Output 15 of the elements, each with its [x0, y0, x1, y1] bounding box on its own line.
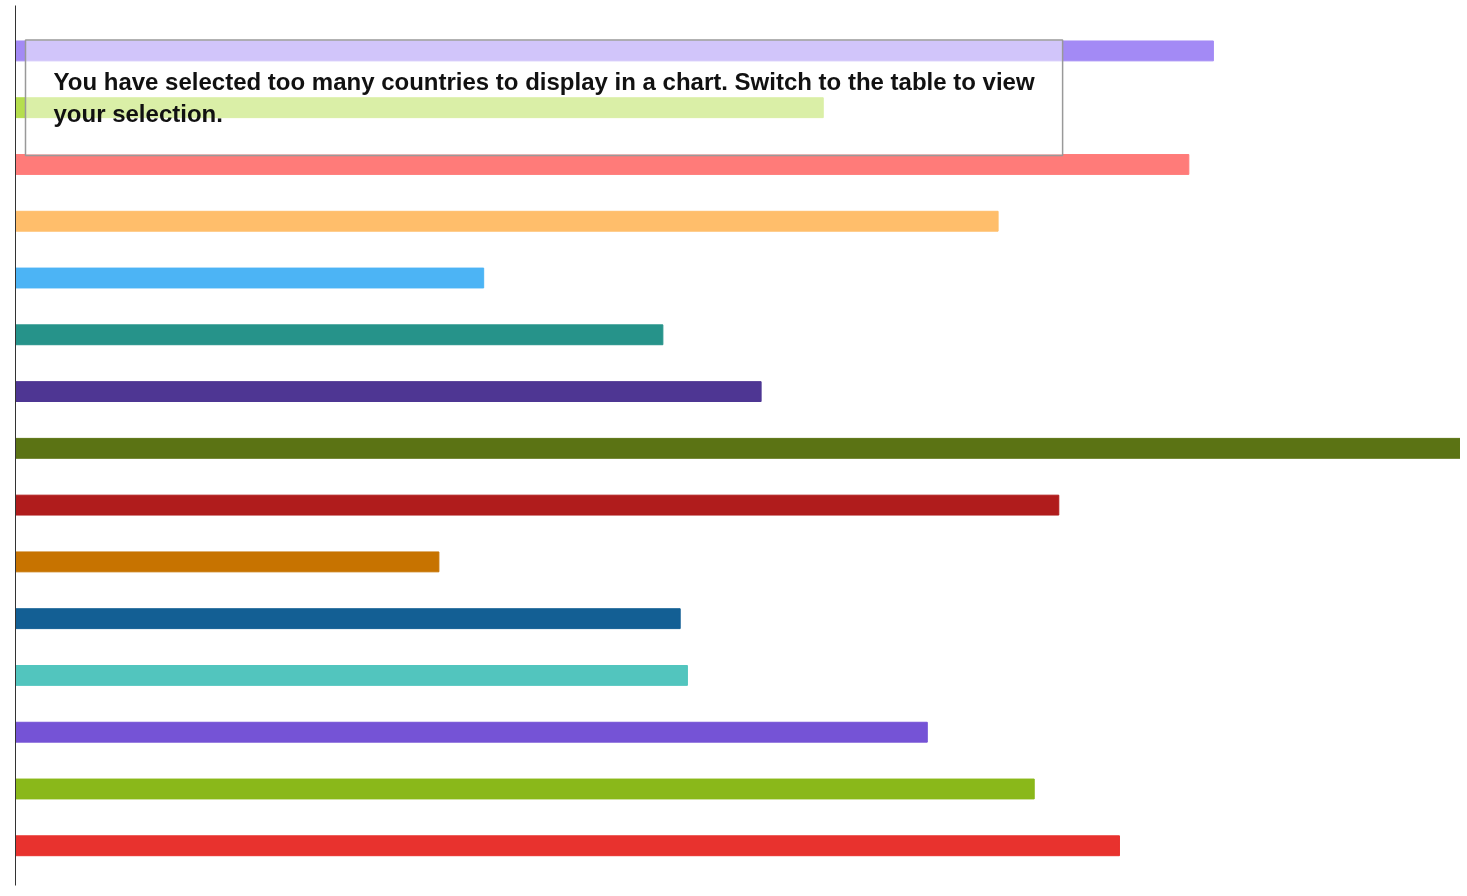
bar: [15, 324, 664, 346]
bar: [15, 267, 485, 289]
bar: [15, 40, 1214, 62]
bar: [15, 665, 688, 686]
bar: [15, 494, 1060, 516]
bar: [15, 210, 999, 232]
bar: [15, 381, 762, 402]
bar: [15, 778, 1035, 800]
bar: [15, 608, 681, 630]
bar: [15, 721, 928, 743]
bar: [15, 437, 1460, 459]
annotation: You have selected too many countries to display in a chart. Switch to the table to view your selection.: [53, 68, 1035, 128]
bar: [15, 551, 440, 573]
bar: [15, 154, 1190, 175]
bar: [15, 835, 1120, 857]
